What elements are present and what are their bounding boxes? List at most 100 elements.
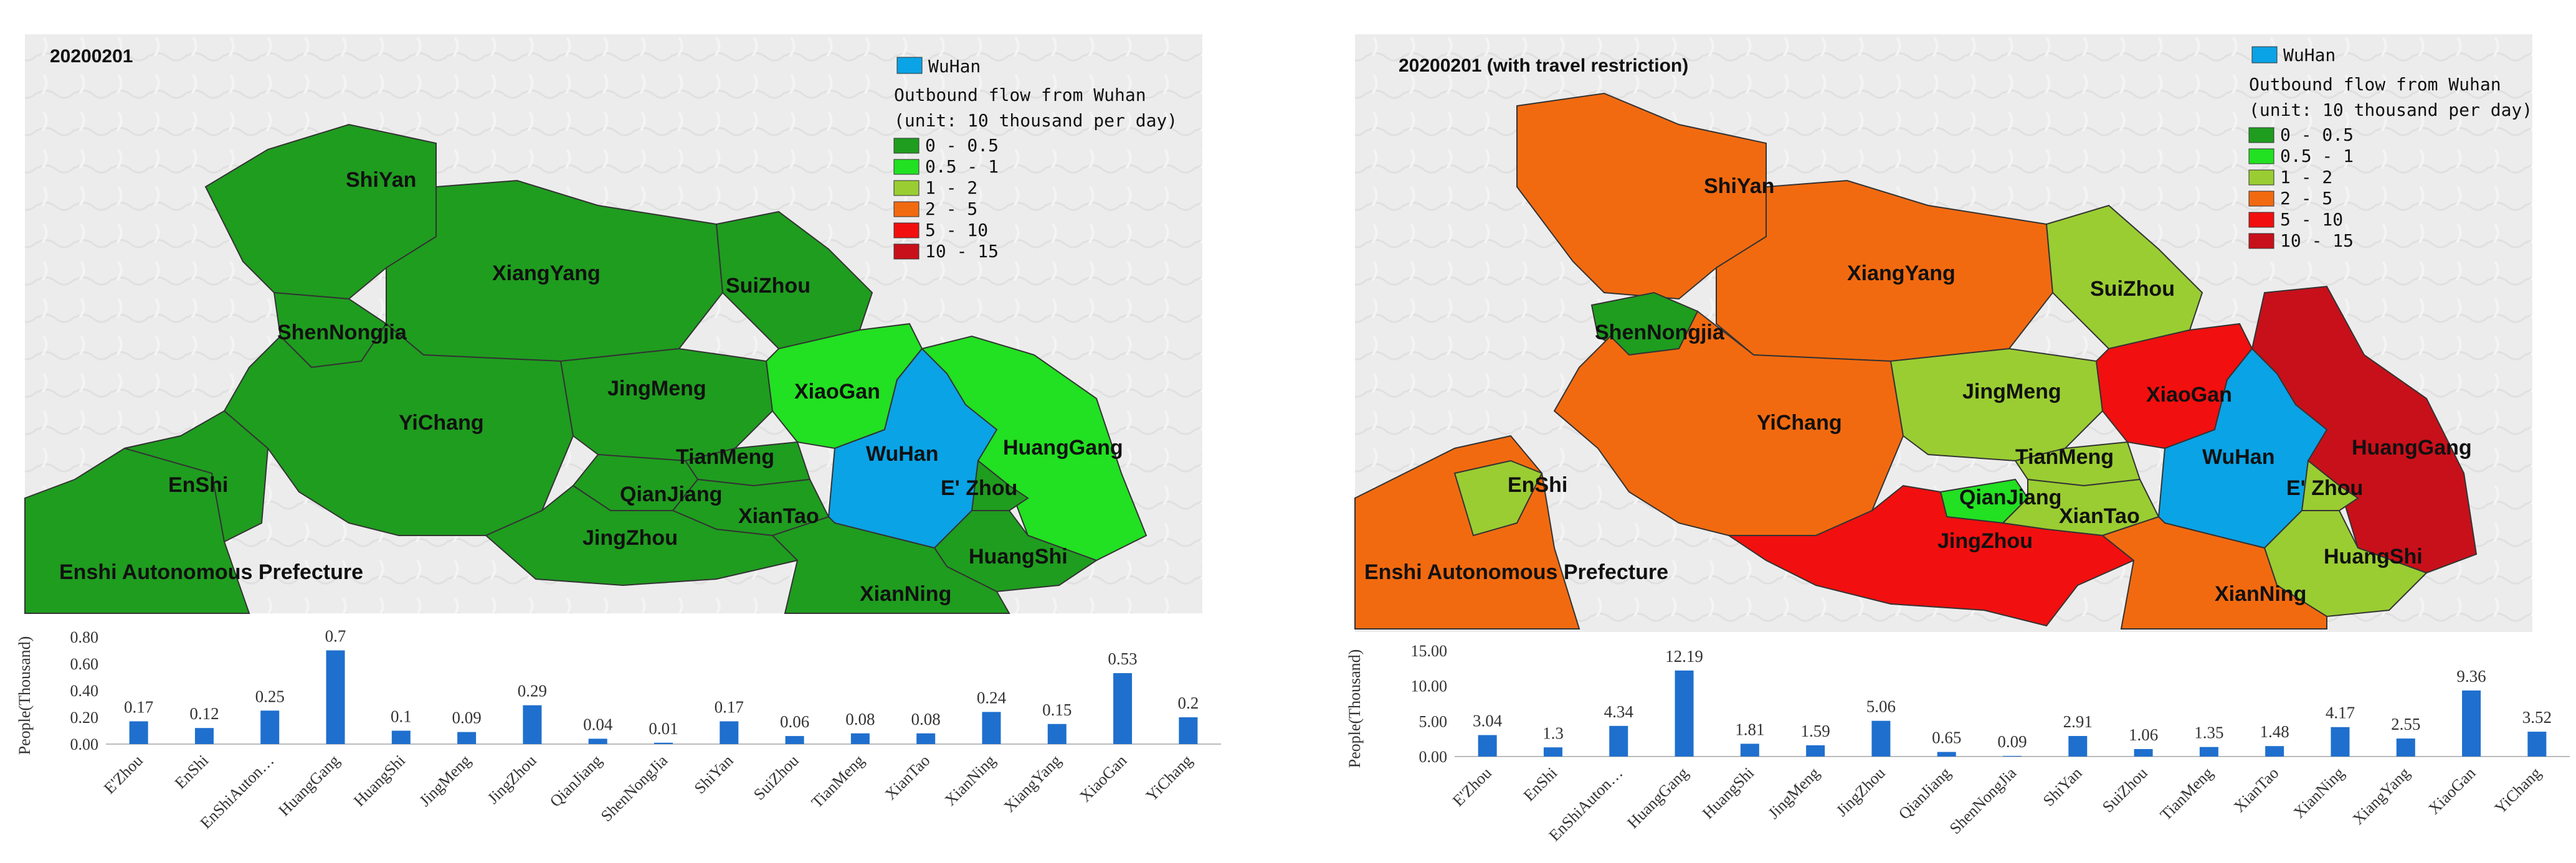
bar-value-label: 0.09	[452, 709, 481, 727]
bar-value-label: 4.34	[1604, 702, 1634, 721]
bar-value-label: 1.3	[1542, 724, 1564, 742]
y-tick-label: 0.00	[1419, 748, 1448, 766]
map-regions	[24, 123, 1148, 614]
bar-value-label: 4.17	[2326, 704, 2355, 722]
bar	[129, 721, 148, 744]
region-labels: ShiYan XiangYang SuiZhou ShenNongjia Jin…	[59, 168, 1123, 606]
bar	[1806, 745, 1825, 757]
legend-title-line2: (unit: 10 thousand per day)	[894, 110, 1177, 131]
region-ezhou	[2301, 460, 2359, 511]
label-jingmeng: JingMeng	[1962, 380, 2061, 403]
y-tick-label: 0.00	[70, 735, 99, 753]
bar-value-label: 3.04	[1473, 712, 1503, 730]
label-xiaogan: XiaoGan	[794, 380, 880, 403]
label-xianning: XianNing	[860, 582, 951, 606]
bar	[1478, 735, 1497, 757]
bar	[194, 728, 214, 744]
y-tick-label: 15.00	[1411, 642, 1448, 660]
legend-class-label: 0.5 - 1	[925, 156, 999, 177]
map-date-label: 20200201	[50, 46, 133, 67]
map-panel-restriction: 20200201 (with travel restriction) ShiYa…	[1330, 0, 2576, 860]
legend-swatch	[893, 138, 920, 154]
legend-swatch	[2248, 169, 2274, 186]
x-tick-label: QianJiang	[546, 752, 606, 811]
bar	[2331, 727, 2350, 757]
label-suizhou: SuiZhou	[2090, 277, 2175, 301]
bar-value-label: 0.17	[124, 697, 153, 716]
label-qianjiang: QianJiang	[1959, 486, 2061, 509]
bar	[391, 730, 411, 744]
legend-wuhan-swatch	[896, 57, 923, 74]
bar-value-label: 0.15	[1042, 700, 1072, 719]
label-ezhou: E' Zhou	[2286, 476, 2363, 500]
label-xiaogan: XiaoGan	[2146, 383, 2232, 407]
y-tick-label: 0.80	[70, 628, 99, 646]
label-tianmeng: TianMeng	[676, 445, 774, 469]
x-tick-label: E'Zhou	[1449, 764, 1495, 810]
label-jingmeng: JingMeng	[607, 377, 706, 400]
map-regions	[1354, 92, 2478, 630]
bar-value-label: 0.24	[977, 688, 1007, 707]
label-shennongjia: ShenNongjia	[1595, 321, 1725, 344]
x-tick-label: TianMeng	[2157, 764, 2217, 824]
label-qianjiang: QianJiang	[620, 483, 722, 506]
bar	[1609, 725, 1628, 757]
x-tick-label: HuangShi	[350, 752, 409, 810]
legend-class-label: 5 - 10	[925, 220, 988, 240]
bar-value-label: 0.29	[518, 682, 547, 700]
map-legend: WuHan Outbound flow from Wuhan (unit: 10…	[2248, 45, 2532, 251]
x-tick-label: E'Zhou	[100, 752, 146, 798]
bar	[2199, 747, 2218, 757]
x-tick-label: YiChang	[1143, 752, 1196, 805]
bar	[588, 738, 607, 744]
label-ezhou: E' Zhou	[941, 476, 1017, 500]
legend-wuhan-label: WuHan	[928, 56, 981, 77]
bar	[1179, 717, 1198, 744]
x-tick-label: QianJiang	[1895, 764, 1954, 823]
bar	[1047, 724, 1067, 744]
x-tick-label: SuiZhou	[2099, 764, 2151, 816]
bar-value-label: 0.53	[1108, 649, 1137, 668]
legend-swatch	[893, 159, 920, 175]
bar-value-label: 0.12	[189, 704, 219, 723]
x-tick-label: JingZhou	[1833, 764, 1889, 820]
bar-value-label: 0.09	[1997, 732, 2027, 751]
bar-value-label: 12.19	[1665, 647, 1703, 666]
bar	[1740, 743, 1759, 757]
bar	[785, 736, 804, 744]
legend-swatch	[2248, 212, 2274, 228]
bar	[2068, 736, 2088, 757]
region-suizhou	[2045, 204, 2203, 350]
bar-value-label: 1.06	[2129, 725, 2158, 744]
label-jingzhou: JingZhou	[1937, 529, 2033, 553]
legend-swatch	[2248, 127, 2274, 143]
x-tick-label: HuangGang	[1623, 764, 1691, 832]
bar-chart-baseline: 0.00 0.20 0.40 0.60 0.80 People(Thousand) 0.17…	[16, 627, 1221, 832]
y-tick-label: 10.00	[1411, 677, 1448, 696]
x-tick-label: JingMeng	[416, 752, 474, 810]
label-enshi-autonomous: Enshi Autonomous Prefecture	[59, 560, 363, 584]
label-tianmeng: TianMeng	[2015, 445, 2114, 469]
bar-value-label: 0.08	[911, 710, 941, 729]
region-suizhou	[715, 210, 873, 350]
region-xianning	[2101, 516, 2327, 630]
bar-value-label: 1.35	[2194, 724, 2223, 742]
x-tick-label: SuiZhou	[750, 752, 802, 804]
legend-class-label: 0.5 - 1	[2280, 146, 2354, 166]
legend-class-label: 1 - 2	[2280, 167, 2332, 187]
label-xiangyang: XiangYang	[492, 262, 601, 285]
region-labels: ShiYan XiangYang SuiZhou ShenNongjia Jin…	[1364, 174, 2472, 606]
bar	[2265, 746, 2284, 757]
bar	[1113, 673, 1133, 744]
y-tick-label: 0.40	[70, 682, 99, 700]
label-huanggang: HuangGang	[1003, 436, 1123, 460]
map-panel-baseline: 20200201 ShiYan XiangYang SuiZhou ShenNo…	[0, 0, 1246, 860]
label-yichang: YiChang	[399, 411, 484, 435]
bar	[850, 733, 870, 744]
label-xianning: XianNing	[2215, 582, 2306, 606]
x-tick-label: HuangGang	[275, 752, 343, 819]
bar	[260, 710, 280, 744]
bar	[1937, 752, 1956, 757]
bar-chart-restriction: 0.00 5.00 10.00 15.00 People(Thousand) 3.04 E'…	[1346, 642, 2570, 845]
bar-value-label: 0.17	[715, 697, 744, 716]
